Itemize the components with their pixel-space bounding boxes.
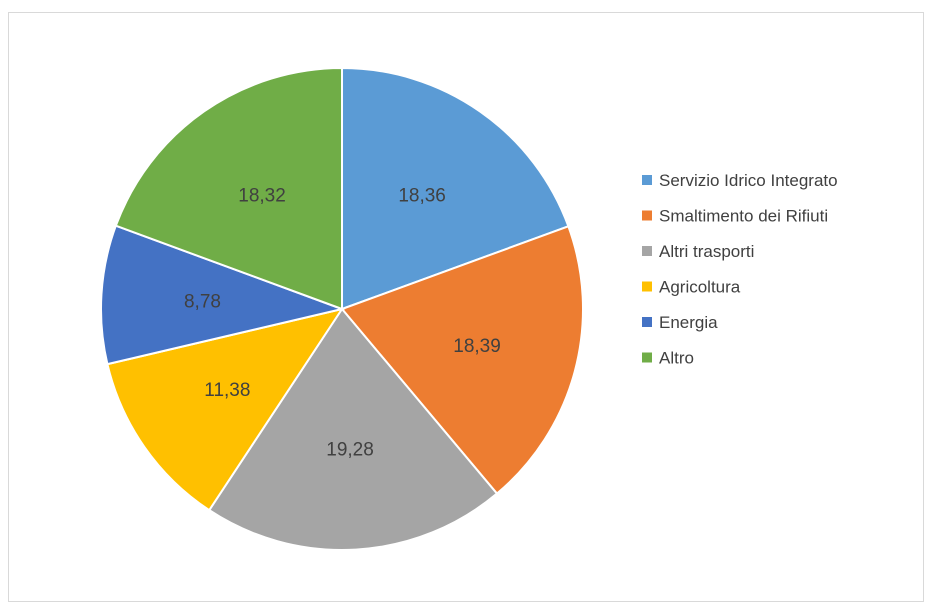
pie-slice-smaltimento-dei-rifiuti — [340, 225, 584, 495]
pie-slice-agricoltura — [106, 307, 345, 512]
data-label-energia: 8,78 — [184, 291, 221, 312]
legend: Servizio Idrico Integrato Smaltimento dei… — [642, 171, 838, 368]
data-label-servizio-idrico-integrato: 18,36 — [398, 185, 446, 206]
legend-swatch-agricoltura — [642, 281, 652, 292]
pie-data-labels: 18,36 18,39 19,28 11,38 8,78 18,32 — [184, 185, 501, 460]
data-label-altro: 18,32 — [238, 185, 286, 206]
legend-label-altri-trasporti: Altri trasporti — [659, 242, 754, 261]
legend-swatch-servizio-idrico-integrato — [642, 175, 652, 185]
pie-slice-altro — [114, 66, 343, 311]
legend-label-servizio-idrico-integrato: Servizio Idrico Integrato — [659, 171, 838, 190]
data-label-agricoltura: 11,38 — [204, 380, 250, 401]
legend-label-energia: Energia — [659, 313, 718, 332]
pie-slice-altri-trasporti — [207, 307, 499, 551]
legend-swatch-energia — [642, 317, 652, 327]
legend-label-smaltimento-dei-rifiuti: Smaltimento dei Rifiuti — [659, 207, 828, 226]
legend-swatch-altro — [642, 352, 652, 363]
pie-slice-servizio-idrico-integrato — [341, 66, 570, 311]
legend-label-altro: Altro — [659, 349, 694, 368]
legend-swatch-altri-trasporti — [642, 246, 652, 256]
data-label-smaltimento-dei-rifiuti: 18,39 — [453, 336, 501, 357]
data-label-altri-trasporti: 19,28 — [326, 440, 374, 461]
pie-slices — [100, 66, 584, 551]
pie-slice-energia — [100, 224, 346, 366]
legend-label-agricoltura: Agricoltura — [659, 278, 741, 297]
legend-swatch-smaltimento-dei-rifiuti — [642, 210, 652, 221]
